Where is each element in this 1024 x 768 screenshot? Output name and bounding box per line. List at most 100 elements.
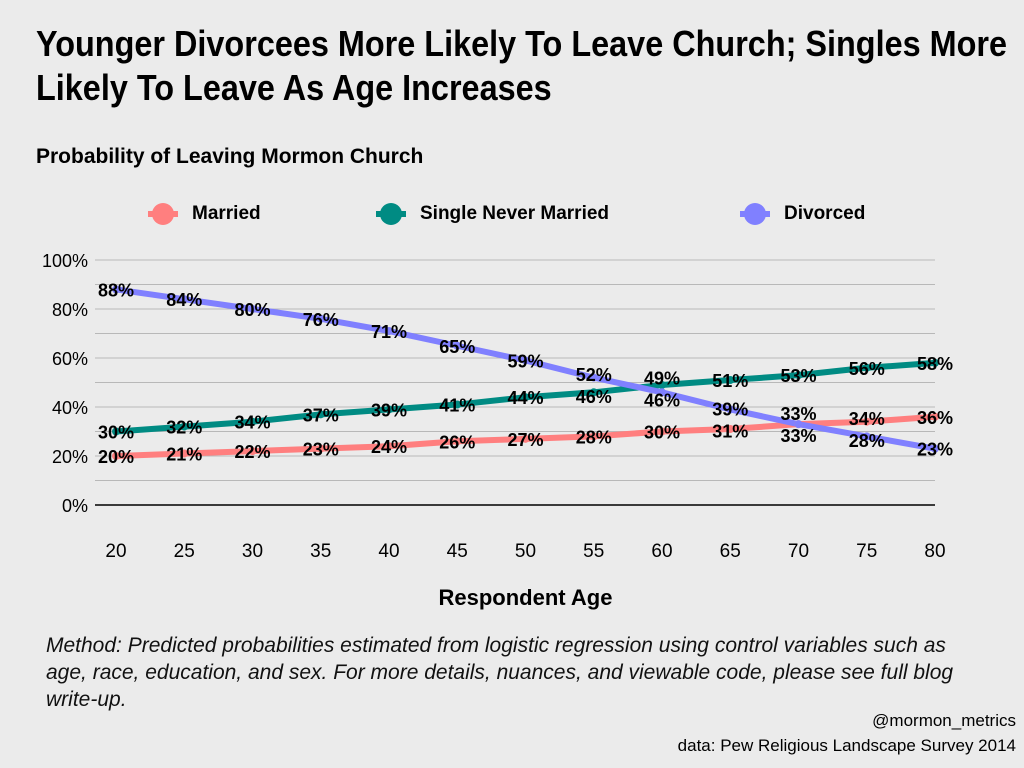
data-label: 31% <box>712 421 748 441</box>
data-label: 33% <box>780 404 816 424</box>
data-point <box>931 444 939 453</box>
credit: @mormon_metrics <box>872 711 1016 730</box>
legend-item-single: Single Never Married <box>376 199 609 229</box>
data-label: 84% <box>166 290 202 310</box>
line-chart: 0% 20% 40% 60% 80% 100% 20 25 30 35 40 45 50 55 60 65 70… <box>42 251 953 610</box>
x-tick-label: 30 <box>242 541 263 562</box>
x-tick-label: 20 <box>105 541 126 562</box>
chart-title: Younger Divorcees More Likely To Leave C… <box>36 23 1008 108</box>
data-label: 30% <box>644 423 680 443</box>
legend-label: Married <box>192 203 261 224</box>
data-point <box>726 376 735 385</box>
data-point <box>248 447 257 456</box>
legend-label: Single Never Married <box>420 203 610 224</box>
x-tick-label: 75 <box>856 541 877 562</box>
x-tick-label: 50 <box>515 541 536 562</box>
data-point <box>931 358 939 367</box>
data-point <box>112 285 120 294</box>
data-label: 37% <box>303 405 339 425</box>
data-label: 20% <box>98 447 134 467</box>
legend-swatch-icon <box>376 199 406 229</box>
data-point <box>794 371 803 380</box>
data-label: 23% <box>917 440 953 460</box>
y-tick-label: 20% <box>52 447 88 467</box>
data-point <box>180 295 189 304</box>
data-label: 41% <box>439 396 475 416</box>
x-tick-label: 65 <box>720 541 741 562</box>
data-label: 76% <box>303 310 339 330</box>
data-point <box>658 427 666 436</box>
method-note: Method: Predicted probabilities estimate… <box>46 634 954 711</box>
data-label: 23% <box>303 440 339 460</box>
data-label: 24% <box>371 437 407 457</box>
data-point <box>589 373 598 382</box>
data-label: 33% <box>780 426 816 446</box>
data-point <box>180 422 189 431</box>
data-label: 44% <box>507 388 543 408</box>
data-label: 59% <box>507 351 543 371</box>
data-source: data: Pew Religious Landscape Survey 201… <box>677 736 1016 755</box>
data-point <box>726 405 735 414</box>
data-point <box>453 400 462 409</box>
data-label: 46% <box>644 391 680 411</box>
data-point <box>316 314 325 323</box>
x-tick-label: 70 <box>788 541 809 562</box>
data-label: 65% <box>439 337 475 357</box>
data-label: 39% <box>712 399 748 419</box>
chart-subtitle: Probability of Leaving Mormon Church <box>36 145 424 168</box>
data-label: 28% <box>576 427 612 447</box>
data-point <box>862 417 871 426</box>
data-point <box>385 327 393 336</box>
x-tick-label: 40 <box>378 541 399 562</box>
data-label: 32% <box>166 418 202 438</box>
data-point <box>521 356 530 365</box>
legend-swatch-icon <box>740 199 770 229</box>
data-label: 46% <box>576 387 612 407</box>
data-point <box>385 405 393 414</box>
x-axis-label: Respondent Age <box>439 585 613 610</box>
legend-item-married: Married <box>148 199 261 229</box>
x-tick-label: 60 <box>651 541 672 562</box>
data-label: 36% <box>917 408 953 428</box>
data-label: 52% <box>576 365 612 385</box>
data-point <box>453 437 462 446</box>
data-point <box>794 420 803 429</box>
data-label: 71% <box>371 322 407 342</box>
data-point <box>589 432 598 441</box>
data-label: 51% <box>712 371 748 391</box>
x-tick-label: 55 <box>583 541 604 562</box>
legend-item-divorced: Divorced <box>740 199 865 229</box>
data-label: 53% <box>780 366 816 386</box>
x-tick-label: 35 <box>310 541 331 562</box>
data-label: 88% <box>98 280 134 300</box>
data-point <box>521 393 530 402</box>
data-point <box>248 417 257 426</box>
data-label: 49% <box>644 369 680 389</box>
data-point <box>385 442 393 451</box>
data-label: 56% <box>849 359 885 379</box>
legend-swatch-icon <box>148 199 178 229</box>
legend-label: Divorced <box>784 203 866 224</box>
y-tick-label: 40% <box>52 398 88 418</box>
y-tick-label: 80% <box>52 300 88 320</box>
data-label: 28% <box>849 431 885 451</box>
data-point <box>658 388 666 397</box>
x-tick-label: 45 <box>447 541 468 562</box>
data-label: 30% <box>98 423 134 443</box>
data-point <box>931 412 939 421</box>
data-label: 58% <box>917 354 953 374</box>
data-point <box>316 444 325 453</box>
data-point <box>453 341 462 350</box>
data-point <box>521 434 530 443</box>
data-label: 80% <box>234 300 270 320</box>
data-label: 34% <box>849 409 885 429</box>
data-point <box>112 452 120 460</box>
data-point <box>316 410 325 419</box>
data-label: 21% <box>166 445 202 465</box>
x-tick-label: 80 <box>924 541 945 562</box>
y-tick-label: 0% <box>62 496 88 516</box>
data-point <box>862 432 871 441</box>
data-label: 26% <box>439 432 475 452</box>
x-tick-label: 25 <box>174 541 195 562</box>
data-label: 34% <box>234 413 270 433</box>
